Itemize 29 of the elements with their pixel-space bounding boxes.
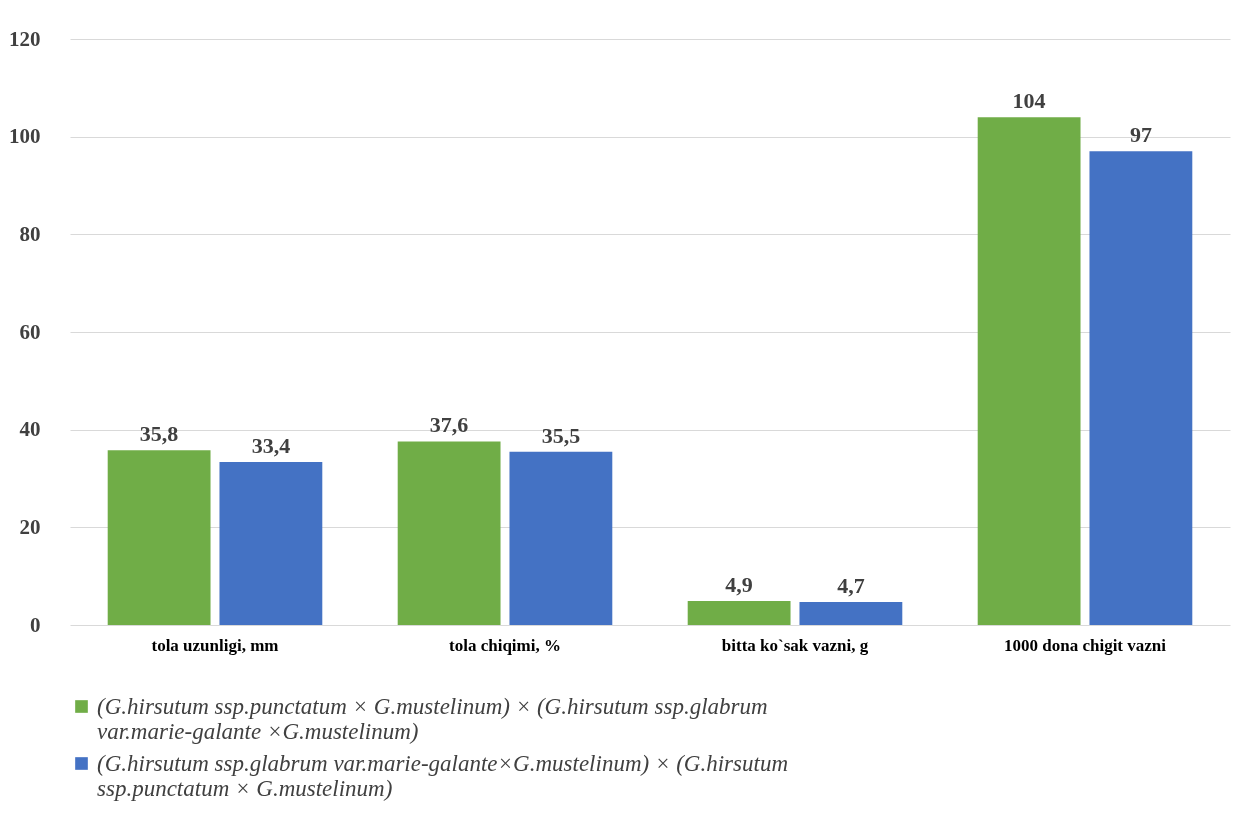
bar: [509, 451, 613, 625]
y-tick-label: 100: [9, 124, 41, 149]
data-label: 4,9: [725, 572, 753, 598]
bar: [977, 117, 1081, 625]
y-tick-label: 60: [19, 319, 41, 344]
bar: [687, 601, 791, 625]
y-tick-label: 80: [19, 221, 41, 246]
bar: [107, 450, 211, 625]
data-label: 33,4: [251, 432, 291, 458]
data-label: 37,6: [429, 412, 469, 438]
data-label: 35,5: [541, 422, 581, 448]
legend-label: (G.hirsutum ssp.glabrum var.marie-galante×G.mustelinum) × (G.hirsutum ssp.punctatum × G.mustelinum): [97, 750, 788, 801]
bar: [219, 461, 323, 625]
bar: [799, 602, 903, 625]
y-tick-label: 40: [19, 417, 41, 442]
bar: [397, 441, 501, 625]
y-tick-label: 20: [19, 514, 41, 539]
y-tick-label: 120: [9, 26, 41, 51]
x-tick-label: tola chiqimi, %: [449, 635, 561, 655]
data-label: 35,8: [139, 421, 179, 447]
bar: [1089, 151, 1193, 625]
legend-label: (G.hirsutum ssp.punctatum × G.mustelinum) × (G.hirsutum ssp.glabrum var.marie-galante ×G.mustelinum): [97, 693, 768, 744]
x-tick-label: 1000 dona chigit vazni: [1004, 635, 1167, 655]
y-tick-label: 0: [30, 612, 41, 637]
x-tick-label: bitta ko`sak vazni, g: [721, 635, 869, 655]
x-tick-label: tola uzunligi, mm: [151, 635, 279, 655]
data-label: 104: [1012, 88, 1046, 114]
data-label: 4,7: [837, 573, 865, 599]
data-label: 97: [1129, 122, 1152, 148]
